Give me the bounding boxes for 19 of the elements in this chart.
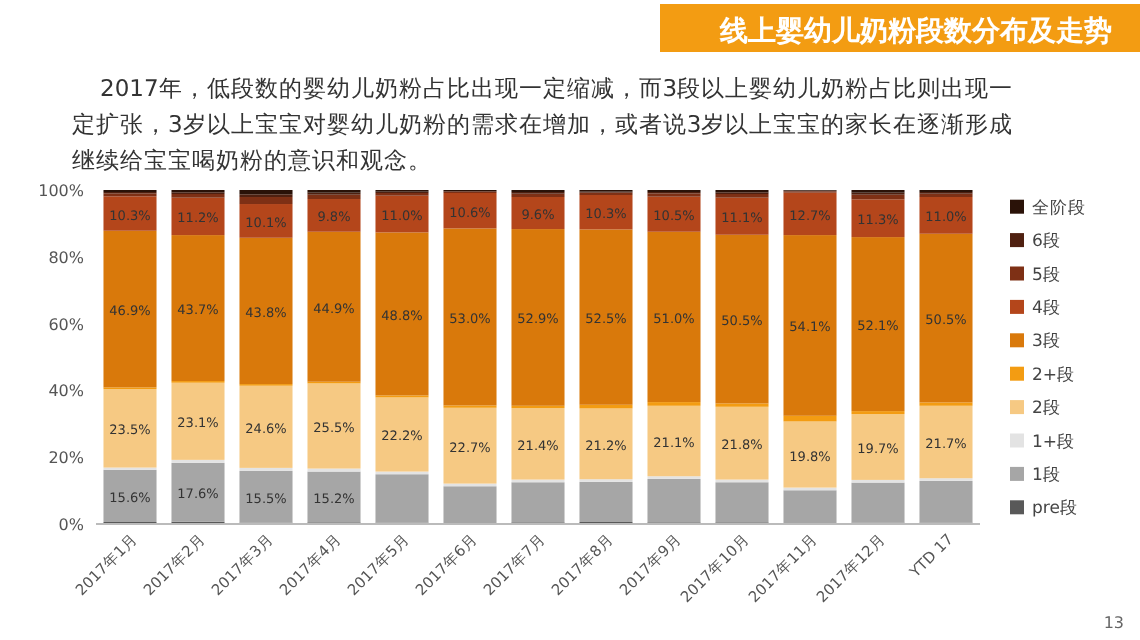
y-tick-label: 20%: [48, 449, 85, 468]
legend-label: 4段: [1032, 296, 1061, 319]
y-tick-label: 0%: [58, 516, 85, 534]
y-tick-label: 60%: [48, 315, 85, 334]
legend-label: 2段: [1032, 397, 1061, 420]
chart-subtitle: 2017年，低段数的婴幼儿奶粉占比出现一定缩减，而3段以上婴幼儿奶粉占比则出现一定扩张，3岁以上宝宝对婴幼儿奶粉的需求在增加，或者说3岁以上宝宝的家长在逐渐形成继续给宝宝喝奶粉的意识和观念。: [72, 74, 1014, 174]
legend-label: 5段: [1032, 263, 1061, 286]
y-tick-label: 40%: [48, 382, 85, 401]
text: 13: [1103, 614, 1124, 632]
legend-label: 1段: [1032, 463, 1061, 486]
legend-label: 3段: [1032, 330, 1061, 353]
y-tick-label: 100%: [38, 182, 85, 200]
legend-label: 2+段: [1032, 363, 1076, 386]
legend-label: 全阶段: [1032, 196, 1086, 219]
legend-label: pre段: [1032, 497, 1078, 520]
chart-title: 线上婴幼儿奶粉段数分布及走势: [718, 16, 1112, 48]
y-tick-label: 80%: [48, 248, 85, 267]
legend-label: 1+段: [1032, 430, 1076, 453]
legend-label: 6段: [1032, 230, 1061, 253]
